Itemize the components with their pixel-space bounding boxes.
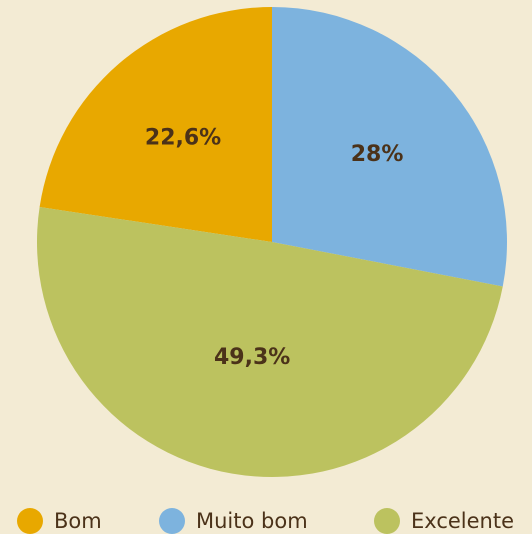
- slice-label: 49,3%: [214, 345, 290, 370]
- legend-label: Bom: [54, 509, 102, 533]
- pie-slice: [272, 7, 507, 287]
- slice-label: 22,6%: [145, 126, 221, 151]
- pie-slice: [39, 7, 272, 242]
- slice-label: 28%: [351, 142, 404, 167]
- legend-label: Muito bom: [196, 509, 308, 533]
- legend-label: Excelente: [411, 509, 514, 533]
- legend-swatch: [159, 508, 185, 534]
- legend-swatch: [374, 508, 400, 534]
- legend-swatch: [17, 508, 43, 534]
- pie-slice: [36, 207, 503, 478]
